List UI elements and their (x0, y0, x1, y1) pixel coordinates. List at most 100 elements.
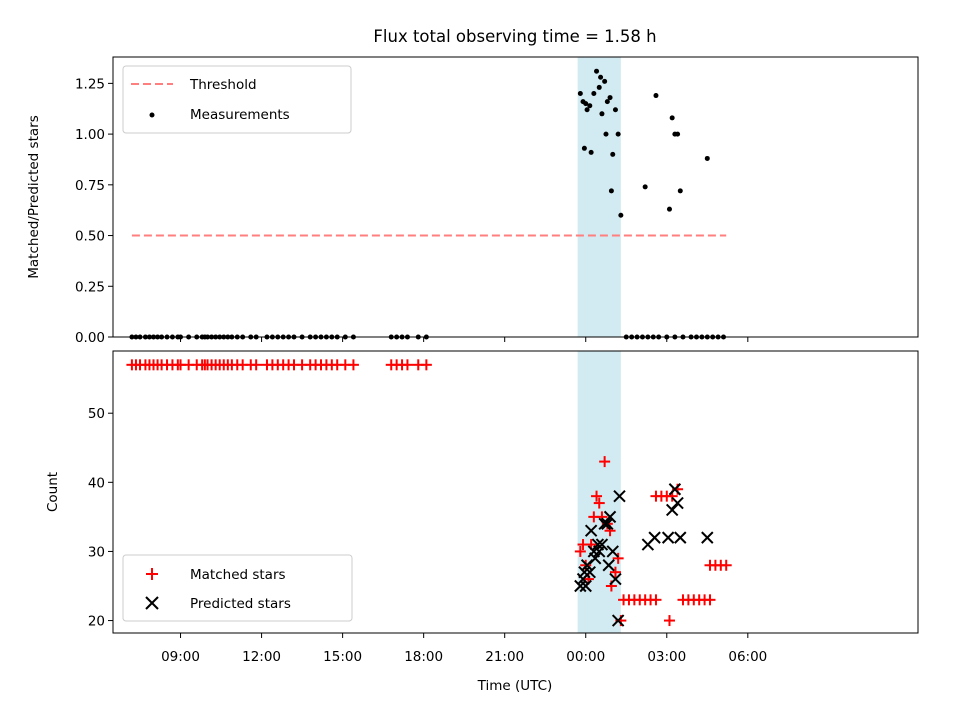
matched-star-point (720, 559, 732, 571)
measurement-point (598, 74, 604, 80)
predicted-star-stroke (674, 531, 687, 544)
predicted-star-stroke (606, 545, 619, 558)
y-tick-label: 0.75 (75, 178, 105, 194)
predicted-star-stroke (661, 531, 675, 544)
x-tick-label: 06:00 (728, 649, 767, 665)
predicted-star-point (674, 531, 687, 544)
legend-matched-label: Matched stars (190, 567, 286, 583)
predicted-star-stroke (648, 531, 661, 544)
predicted-star-point (613, 489, 626, 503)
measurement-point (642, 184, 648, 190)
matched-star-point (347, 359, 359, 371)
matched-star-point (420, 359, 432, 371)
x-tick-label: 12:00 (242, 649, 281, 665)
predicted-star-stroke (588, 552, 602, 565)
observing-span-top (577, 57, 621, 337)
x-axis-label: Time (UTC) (477, 678, 553, 694)
measurement-point (602, 78, 608, 84)
y-tick-label: 20 (88, 614, 105, 630)
predicted-star-point (574, 579, 587, 593)
y-tick-label: 1.25 (75, 76, 105, 92)
matched-star-point (650, 594, 662, 606)
measurement-point (591, 91, 597, 97)
matched-star-point (704, 594, 716, 606)
predicted-star-point (606, 545, 619, 558)
panel-ratio: 0.00 0.25 0.50 0.75 1.00 1.25 Matched/Predict… (26, 56, 919, 346)
measurement-point (608, 188, 614, 194)
measurement-point (577, 91, 583, 97)
measurement-point (675, 131, 681, 137)
x-tick-label: 09:00 (161, 649, 200, 665)
predicted-star-stroke (668, 483, 682, 496)
predicted-star-stroke (671, 496, 684, 510)
predicted-star-points (574, 483, 714, 627)
measurement-point (610, 151, 616, 157)
predicted-star-point (602, 559, 615, 572)
legend-measurements-label: Measurements (190, 107, 290, 123)
predicted-star-point (668, 483, 682, 496)
predicted-star-stroke (603, 510, 617, 524)
predicted-star-stroke (665, 503, 679, 517)
measurement-point (653, 93, 659, 99)
matched-star-point (591, 490, 603, 502)
measurement-point (594, 68, 600, 74)
measurement-point (603, 131, 609, 137)
predicted-star-stroke (578, 565, 591, 579)
y-axis-label-top: Matched/Predicted stars (26, 115, 42, 278)
measurement-point (612, 107, 618, 113)
x-tick-label: 18:00 (404, 649, 443, 665)
measurement-point (704, 155, 710, 161)
predicted-star-stroke (593, 545, 606, 558)
predicted-star-point (588, 552, 602, 565)
matched-star-point (401, 359, 413, 371)
y-tick-label: 40 (88, 475, 105, 491)
predicted-star-point (648, 531, 661, 544)
predicted-star-point (665, 503, 679, 517)
measurement-point (588, 149, 594, 155)
y-tick-label: 0.50 (75, 229, 105, 245)
measurement-point (677, 188, 683, 194)
x-tick-label: 00:00 (566, 649, 605, 665)
legend-bottom: Matched stars Predicted stars (122, 554, 353, 622)
measurement-point (596, 84, 602, 90)
legend-matched-swatch (146, 568, 158, 580)
matched-star-point (663, 615, 675, 627)
measurement-point (669, 115, 675, 121)
predicted-star-point (601, 517, 614, 531)
predicted-star-point (701, 531, 714, 544)
measurement-point (581, 145, 587, 151)
measurement-point (604, 99, 610, 105)
predicted-star-point (595, 538, 609, 551)
measurement-point (599, 111, 605, 117)
measurement-point (618, 212, 624, 218)
predicted-star-stroke (591, 538, 605, 551)
predicted-star-stroke (595, 538, 609, 551)
predicted-star-point (584, 524, 598, 537)
x-tick-label: 21:00 (485, 649, 524, 665)
predicted-star-point (593, 545, 606, 558)
predicted-star-stroke (574, 579, 587, 593)
x-tick-label: 15:00 (323, 649, 362, 665)
y-tick-label: 50 (88, 406, 105, 422)
predicted-star-stroke (579, 579, 592, 593)
y-tick-label: 0.00 (75, 330, 105, 346)
predicted-star-stroke (602, 559, 615, 572)
predicted-star-stroke (584, 524, 598, 537)
x-tick-label: 03:00 (647, 649, 686, 665)
predicted-star-point (579, 579, 592, 593)
matched-star-point (593, 497, 605, 509)
y-tick-label: 0.25 (75, 279, 105, 295)
chart-title: Flux total observing time = 1.58 h (373, 27, 656, 46)
predicted-star-point (609, 572, 622, 586)
x-ticks-bottom: 09:00 12:00 15:00 18:00 21:00 00:00 03:00 06:00 (161, 633, 767, 665)
legend-predicted-swatch (145, 596, 159, 610)
matched-star-point (574, 545, 586, 557)
predicted-star-point (661, 531, 675, 544)
y-tick-label: 30 (88, 544, 105, 560)
predicted-star-stroke (613, 489, 626, 503)
predicted-star-point (603, 510, 617, 524)
predicted-star-point (583, 565, 596, 579)
plot-frame-bottom (112, 350, 919, 634)
measurement-point (584, 107, 590, 113)
